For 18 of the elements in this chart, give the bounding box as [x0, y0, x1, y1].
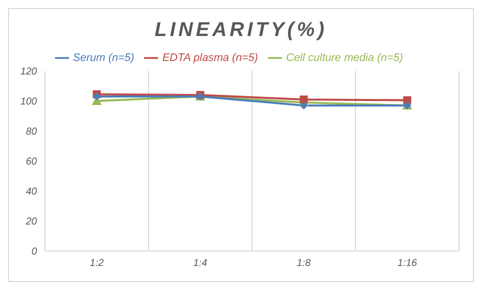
y-tick-label: 120 [20, 66, 38, 78]
x-tick-label: 1:4 [193, 258, 208, 270]
legend-label: Cell culture media (n=5) [286, 52, 404, 64]
legend-label: EDTA plasma (n=5) [162, 52, 258, 64]
y-tick-label: 0 [31, 246, 38, 258]
y-tick-label: 100 [20, 96, 38, 108]
point [92, 92, 101, 100]
y-tick-label: 80 [26, 126, 38, 138]
point [300, 96, 308, 104]
y-tick-label: 20 [24, 216, 38, 228]
legend-label: Serum (n=5) [72, 52, 134, 64]
y-tick-label: 60 [26, 156, 38, 168]
chart-title: LINEARITY(%) [154, 19, 328, 43]
point [300, 102, 308, 110]
x-tick-label: 1:16 [398, 258, 418, 270]
x-tick-label: 1:2 [90, 258, 104, 270]
y-tick-label: 40 [26, 186, 38, 198]
x-tick-label: 1:8 [296, 258, 312, 270]
